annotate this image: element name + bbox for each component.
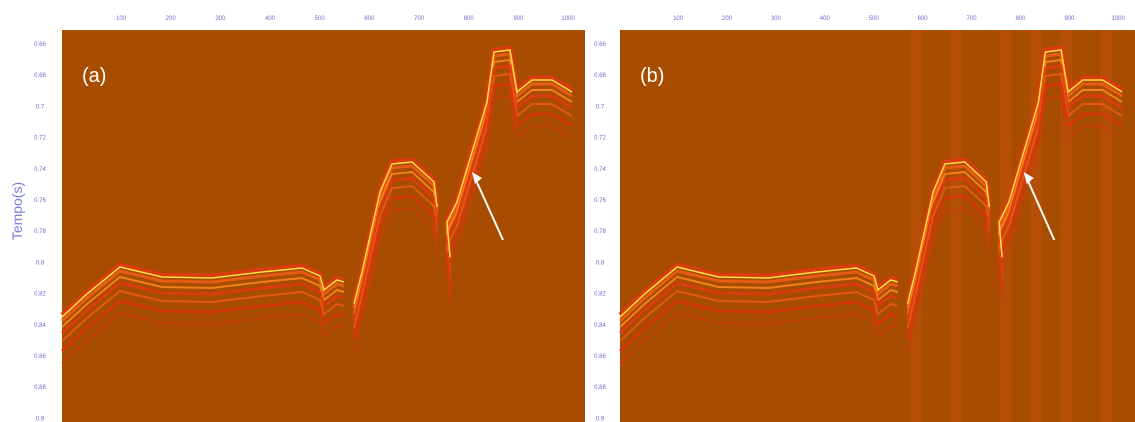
left-tick-label: 0.82 [594,292,606,298]
noise-stripe [910,30,922,422]
top-tick-label: 100 [673,16,684,22]
seismic-background [62,30,585,422]
left-tick-label: 0.8 [596,260,605,266]
left-tick-label: 0.8 [36,260,45,266]
top-tick-label: 800 [1015,16,1026,22]
left-tick-label: 0.84 [594,323,606,329]
panel: (b) 100 200 300 400 500 600 700 800 900 1000 0.66 0.… [594,16,1135,422]
left-tick-label: 0.66 [594,42,606,48]
top-tick-label: 600 [364,16,375,22]
panel-label: (b) [640,65,664,87]
figure: Tempo(s) (a) 100 200 300 400 500 600 700 800 900 1… [0,0,1135,422]
top-tick-label: 200 [166,16,177,22]
top-tick-label: 300 [771,16,782,22]
left-tick-label: 0.7 [36,104,45,110]
top-tick-label: 900 [513,16,524,22]
left-tick-label: 0.68 [594,73,606,79]
left-tick-label: 0.74 [594,167,606,173]
left-tick-label: 0.66 [34,42,46,48]
left-tick-label: 0.78 [594,229,606,235]
seismic-background [620,30,1135,422]
top-tick-label: 500 [315,16,326,22]
y-axis-title: Tempo(s) [9,182,25,240]
top-tick-label: 100 [116,16,127,22]
left-tick-label: 0.88 [34,385,46,391]
left-tick-label: 0.68 [34,73,46,79]
left-tick-label: 0.76 [34,198,46,204]
left-tick-label: 0.72 [594,136,606,142]
left-tick-label: 0.9 [596,416,605,422]
top-tick-label: 1000 [1112,16,1126,22]
left-tick-label: 0.84 [34,323,46,329]
panel-label: (a) [82,65,106,87]
left-tick-label: 0.76 [594,198,606,204]
left-tick-label: 0.82 [34,292,46,298]
left-tick-label: 0.88 [594,385,606,391]
top-tick-label: 500 [869,16,880,22]
top-tick-label: 900 [1064,16,1075,22]
left-tick-label: 0.86 [34,354,46,360]
left-tick-label: 0.9 [36,416,45,422]
top-tick-label: 700 [414,16,425,22]
top-tick-label: 600 [918,16,929,22]
left-tick-label: 0.7 [596,104,605,110]
left-tick-label: 0.72 [34,136,46,142]
noise-stripe [950,30,962,422]
top-tick-label: 800 [464,16,475,22]
top-tick-label: 300 [215,16,226,22]
left-tick-label: 0.86 [594,354,606,360]
panel: (a) 100 200 300 400 500 600 700 800 900 1000 0.66 0.… [34,16,585,422]
top-tick-label: 400 [820,16,831,22]
top-tick-label: 200 [722,16,733,22]
left-tick-label: 0.74 [34,167,46,173]
top-tick-label: 1000 [561,16,575,22]
left-tick-label: 0.78 [34,229,46,235]
top-tick-label: 700 [967,16,978,22]
top-tick-label: 400 [265,16,276,22]
